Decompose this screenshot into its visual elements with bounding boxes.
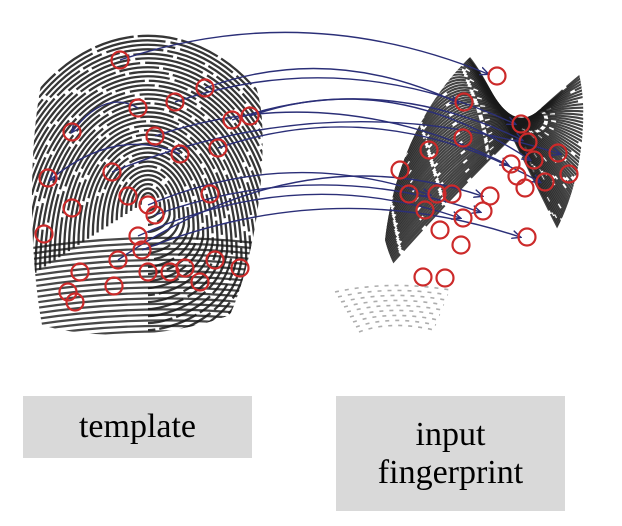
minutia-marker bbox=[170, 144, 190, 164]
minutia-marker bbox=[165, 92, 185, 112]
minutia-marker bbox=[427, 184, 447, 204]
minutia-marker bbox=[145, 205, 165, 225]
correspondence-arrow bbox=[249, 98, 530, 160]
minutia-marker bbox=[65, 292, 85, 312]
minutia-marker bbox=[453, 128, 473, 148]
minutia-marker bbox=[453, 208, 473, 228]
minutia-marker bbox=[62, 122, 82, 142]
minutia-marker bbox=[195, 78, 215, 98]
correspondence-arrow bbox=[204, 67, 458, 103]
minutia-marker bbox=[413, 267, 433, 287]
input-minutiae bbox=[390, 66, 579, 288]
minutia-marker bbox=[104, 276, 124, 296]
input-fingerprint-label: input fingerprint bbox=[336, 396, 565, 511]
template-label: template bbox=[23, 396, 252, 458]
minutia-marker bbox=[138, 262, 158, 282]
correspondence-arrow bbox=[147, 171, 430, 206]
minutia-marker bbox=[399, 184, 419, 204]
fingerprint-matching-figure bbox=[31, 31, 584, 335]
minutia-marker bbox=[230, 258, 250, 278]
minutia-marker bbox=[200, 184, 220, 204]
minutia-marker bbox=[102, 162, 122, 182]
minutia-marker bbox=[145, 126, 165, 146]
minutia-marker bbox=[559, 164, 579, 184]
minutia-marker bbox=[419, 140, 439, 160]
minutia-marker bbox=[535, 172, 555, 192]
minutia-marker bbox=[222, 110, 242, 130]
minutia-marker bbox=[451, 235, 471, 255]
correspondence-arrow bbox=[50, 143, 181, 180]
minutia-marker bbox=[415, 200, 435, 220]
input-label-line2: fingerprint bbox=[377, 453, 524, 491]
correspondence-arrow bbox=[117, 175, 482, 261]
minutia-marker bbox=[548, 143, 568, 163]
correspondence-arrow bbox=[231, 98, 522, 140]
minutia-marker bbox=[454, 92, 474, 112]
minutia-marker bbox=[70, 262, 90, 282]
correspondence-arrow bbox=[174, 77, 515, 124]
correspondence-arrow bbox=[217, 126, 540, 182]
minutia-marker bbox=[240, 106, 260, 126]
minutia-marker bbox=[501, 154, 521, 174]
minutia-marker bbox=[208, 138, 228, 158]
minutia-marker bbox=[38, 168, 58, 188]
minutia-marker bbox=[430, 220, 450, 240]
minutia-marker bbox=[190, 272, 210, 292]
minutia-marker bbox=[175, 258, 195, 278]
template-fingerprint bbox=[31, 34, 263, 335]
minutia-marker bbox=[110, 50, 130, 70]
minutia-marker bbox=[487, 66, 507, 86]
input-fingerprint-smudge bbox=[334, 284, 451, 333]
minutia-marker bbox=[58, 282, 78, 302]
minutia-marker bbox=[517, 227, 537, 247]
minutia-marker bbox=[34, 224, 54, 244]
minutia-marker bbox=[442, 184, 462, 204]
correspondence-arrow bbox=[119, 31, 488, 74]
correspondence-arrow bbox=[154, 184, 480, 216]
correspondence-arrow bbox=[72, 101, 139, 132]
minutia-marker bbox=[128, 226, 148, 246]
minutia-marker bbox=[515, 178, 535, 198]
minutia-marker bbox=[138, 195, 158, 215]
minutia-marker bbox=[132, 240, 152, 260]
minutia-marker bbox=[518, 132, 538, 152]
minutia-marker bbox=[118, 186, 138, 206]
minutia-marker bbox=[524, 150, 544, 170]
input-label-line1: input bbox=[415, 415, 486, 453]
template-label-text: template bbox=[78, 408, 197, 445]
minutia-marker bbox=[108, 250, 128, 270]
minutia-marker bbox=[62, 198, 82, 218]
minutia-marker bbox=[205, 250, 225, 270]
minutia-marker bbox=[390, 160, 410, 180]
correspondence-arrow bbox=[154, 111, 508, 165]
minutia-marker bbox=[511, 114, 531, 134]
template-minutiae bbox=[34, 50, 260, 312]
minutia-marker bbox=[128, 98, 148, 118]
minutia-marker bbox=[435, 268, 455, 288]
minutia-marker bbox=[473, 201, 493, 221]
